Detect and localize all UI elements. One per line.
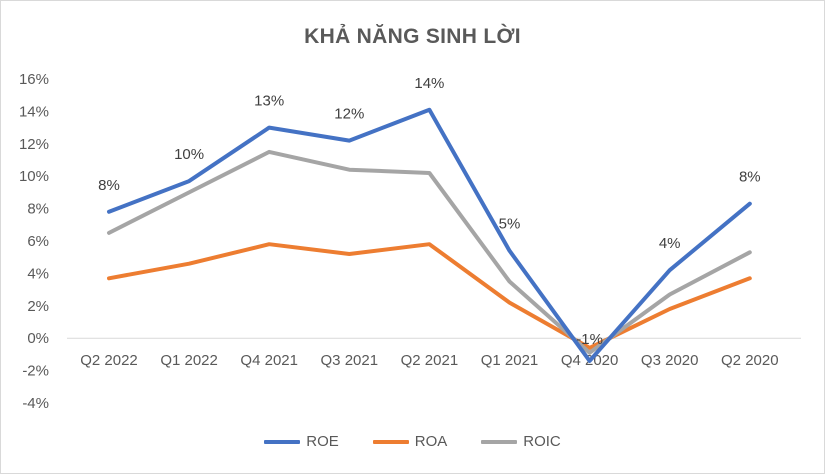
series-line-roa xyxy=(107,242,752,350)
x-tick-label: Q3 2021 xyxy=(321,352,379,369)
x-tick-label: Q2 2022 xyxy=(80,352,138,369)
x-axis: Q2 2022 Q1 2022 Q4 2021 Q3 2021 Q2 2021 Q1 20… xyxy=(80,352,778,369)
x-tick-label: Q1 2021 xyxy=(481,352,539,369)
legend-swatch-roe xyxy=(264,439,301,444)
legend-label-roe: ROE xyxy=(306,433,339,450)
x-tick-label: Q2 2021 xyxy=(401,352,459,369)
y-tick-label: 4% xyxy=(27,265,49,282)
data-label-roe: 8% xyxy=(98,177,120,194)
data-label-roe: -1% xyxy=(576,331,603,348)
data-labels: 8% 10% 13% 12% 14% 5% -1% 4% 8% xyxy=(98,75,760,348)
y-tick-label: -4% xyxy=(22,395,49,412)
x-tick-label: Q1 2022 xyxy=(160,352,218,369)
data-label-roe: 14% xyxy=(414,75,444,92)
y-tick-label: 12% xyxy=(19,136,49,153)
legend-item-roe: ROE xyxy=(264,433,339,450)
data-label-roe: 10% xyxy=(174,146,204,163)
chart-title: KHẢ NĂNG SINH LỜI xyxy=(304,25,521,48)
data-label-roe: 4% xyxy=(659,235,681,252)
data-label-roe: 13% xyxy=(254,93,284,110)
series-line-roic xyxy=(107,149,752,355)
x-tick-label: Q4 2021 xyxy=(240,352,298,369)
chart-legend: ROE ROA ROIC xyxy=(1,433,824,450)
data-label-roe: 8% xyxy=(739,169,761,186)
y-axis: 16% 14% 12% 10% 8% 6% 4% 2% 0% -2% -4% xyxy=(19,71,49,412)
x-tick-label: Q2 2020 xyxy=(721,352,779,369)
y-tick-label: 0% xyxy=(27,330,49,347)
y-tick-label: 14% xyxy=(19,103,49,120)
y-tick-label: 6% xyxy=(27,233,49,250)
y-tick-label: 2% xyxy=(27,298,49,315)
legend-item-roa: ROA xyxy=(372,433,448,450)
legend-swatch-roa xyxy=(372,439,409,444)
y-tick-label: -2% xyxy=(22,363,49,380)
legend-label-roa: ROA xyxy=(414,433,448,450)
data-label-roe: 5% xyxy=(499,216,521,233)
series-layer xyxy=(107,107,752,363)
y-tick-label: 8% xyxy=(27,201,49,218)
data-label-roe: 12% xyxy=(334,106,364,123)
legend-swatch-roic xyxy=(481,439,518,444)
legend-item-roic: ROIC xyxy=(481,433,561,450)
y-tick-label: 10% xyxy=(19,168,49,185)
x-tick-label: Q3 2020 xyxy=(641,352,699,369)
legend-label-roic: ROIC xyxy=(523,433,561,450)
y-tick-label: 16% xyxy=(19,71,49,88)
series-line-roe xyxy=(107,107,752,363)
